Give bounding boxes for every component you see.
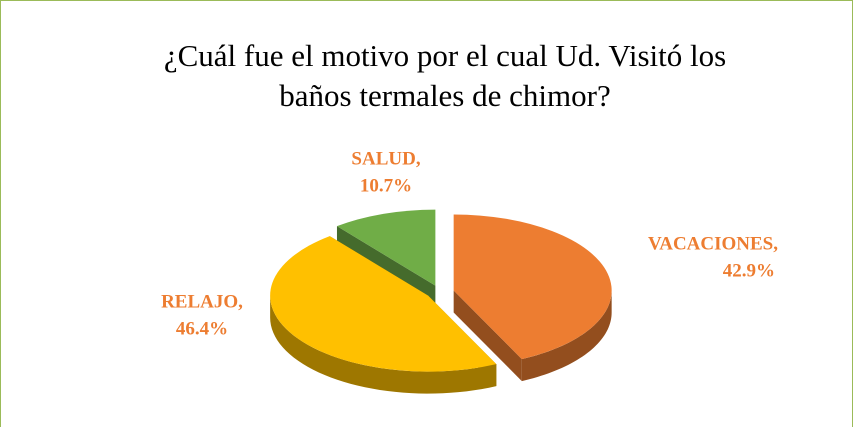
slice-category-label: SALUD, — [351, 148, 420, 169]
slice-value-label: 42.9% — [723, 260, 775, 281]
slice-value-label: 10.7% — [360, 175, 412, 196]
slice — [453, 214, 612, 360]
chart-title: ¿Cuál fue el motivo por el cual Ud. Visi… — [163, 38, 727, 113]
slice-category-label: RELAJO, — [161, 291, 243, 312]
slice-category-label: VACACIONES, — [648, 233, 778, 254]
slice — [336, 209, 436, 286]
slice-side — [521, 290, 612, 382]
slice-side — [270, 295, 497, 394]
slice-cut-face — [453, 290, 522, 382]
slice-value-label: 46.4% — [176, 318, 228, 339]
slice — [270, 236, 497, 372]
